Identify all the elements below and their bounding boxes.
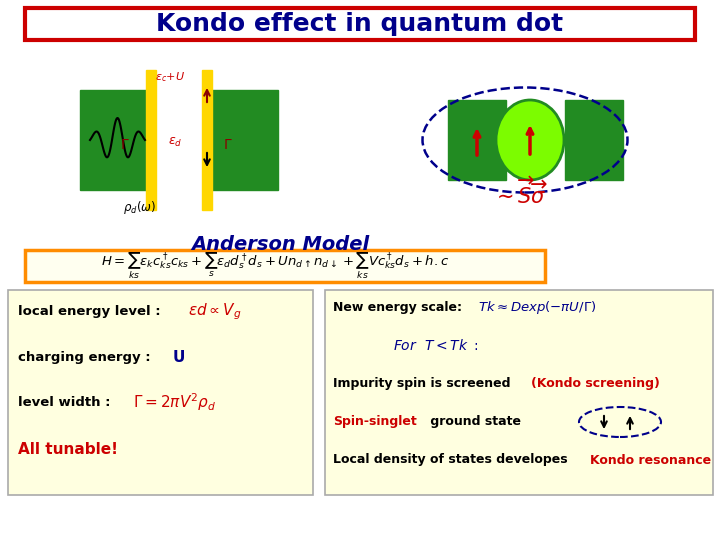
Text: level width :: level width : xyxy=(18,395,125,408)
Text: $\rho_d(\omega)$: $\rho_d(\omega)$ xyxy=(123,199,156,217)
Text: Local density of states developes: Local density of states developes xyxy=(333,454,572,467)
Text: Kondo resonance: Kondo resonance xyxy=(590,454,711,467)
Bar xyxy=(210,90,278,190)
Text: $\sim \overrightarrow{S}\overrightarrow{\sigma}$: $\sim \overrightarrow{S}\overrightarrow{… xyxy=(492,176,548,208)
Bar xyxy=(202,70,212,210)
Text: (Kondo screening): (Kondo screening) xyxy=(531,377,660,390)
FancyBboxPatch shape xyxy=(325,290,713,495)
Text: $\Gamma$: $\Gamma$ xyxy=(223,138,233,152)
Bar xyxy=(80,90,148,190)
Text: Anderson Model: Anderson Model xyxy=(191,235,369,254)
Text: ground state: ground state xyxy=(426,415,521,429)
Text: $\Gamma = 2\pi V^2\rho_d$: $\Gamma = 2\pi V^2\rho_d$ xyxy=(133,391,217,413)
Text: New energy scale:: New energy scale: xyxy=(333,301,467,314)
Text: U: U xyxy=(173,349,185,364)
Text: local energy level :: local energy level : xyxy=(18,306,166,319)
Text: $Tk \approx Dexp(-\pi U/\Gamma)$: $Tk \approx Dexp(-\pi U/\Gamma)$ xyxy=(478,300,596,316)
Bar xyxy=(448,100,506,180)
FancyBboxPatch shape xyxy=(8,290,313,495)
Text: Impurity spin is screened: Impurity spin is screened xyxy=(333,377,515,390)
Text: Kondo effect in quantum dot: Kondo effect in quantum dot xyxy=(156,12,564,36)
FancyBboxPatch shape xyxy=(25,250,545,282)
Text: $\varepsilon_c\!+\!U$: $\varepsilon_c\!+\!U$ xyxy=(155,70,186,84)
Text: $\varepsilon_d$: $\varepsilon_d$ xyxy=(168,136,182,148)
Text: charging energy :: charging energy : xyxy=(18,350,160,363)
Text: $\varepsilon d \propto V_g$: $\varepsilon d \propto V_g$ xyxy=(188,302,241,322)
Text: $H = \sum_{ks} \epsilon_k c^\dagger_{ks} c_{ks} + \sum_s \epsilon_d d^\dagger_s : $H = \sum_{ks} \epsilon_k c^\dagger_{ks}… xyxy=(101,251,449,281)
Text: All tunable!: All tunable! xyxy=(18,442,118,457)
Bar xyxy=(146,70,156,210)
Text: Spin-singlet: Spin-singlet xyxy=(333,415,417,429)
FancyBboxPatch shape xyxy=(25,8,695,40)
Text: $For\ \ T < Tk\ :$: $For\ \ T < Tk\ :$ xyxy=(393,339,478,354)
Bar xyxy=(565,100,623,180)
Ellipse shape xyxy=(496,100,564,180)
Text: $\Gamma$: $\Gamma$ xyxy=(120,138,130,152)
